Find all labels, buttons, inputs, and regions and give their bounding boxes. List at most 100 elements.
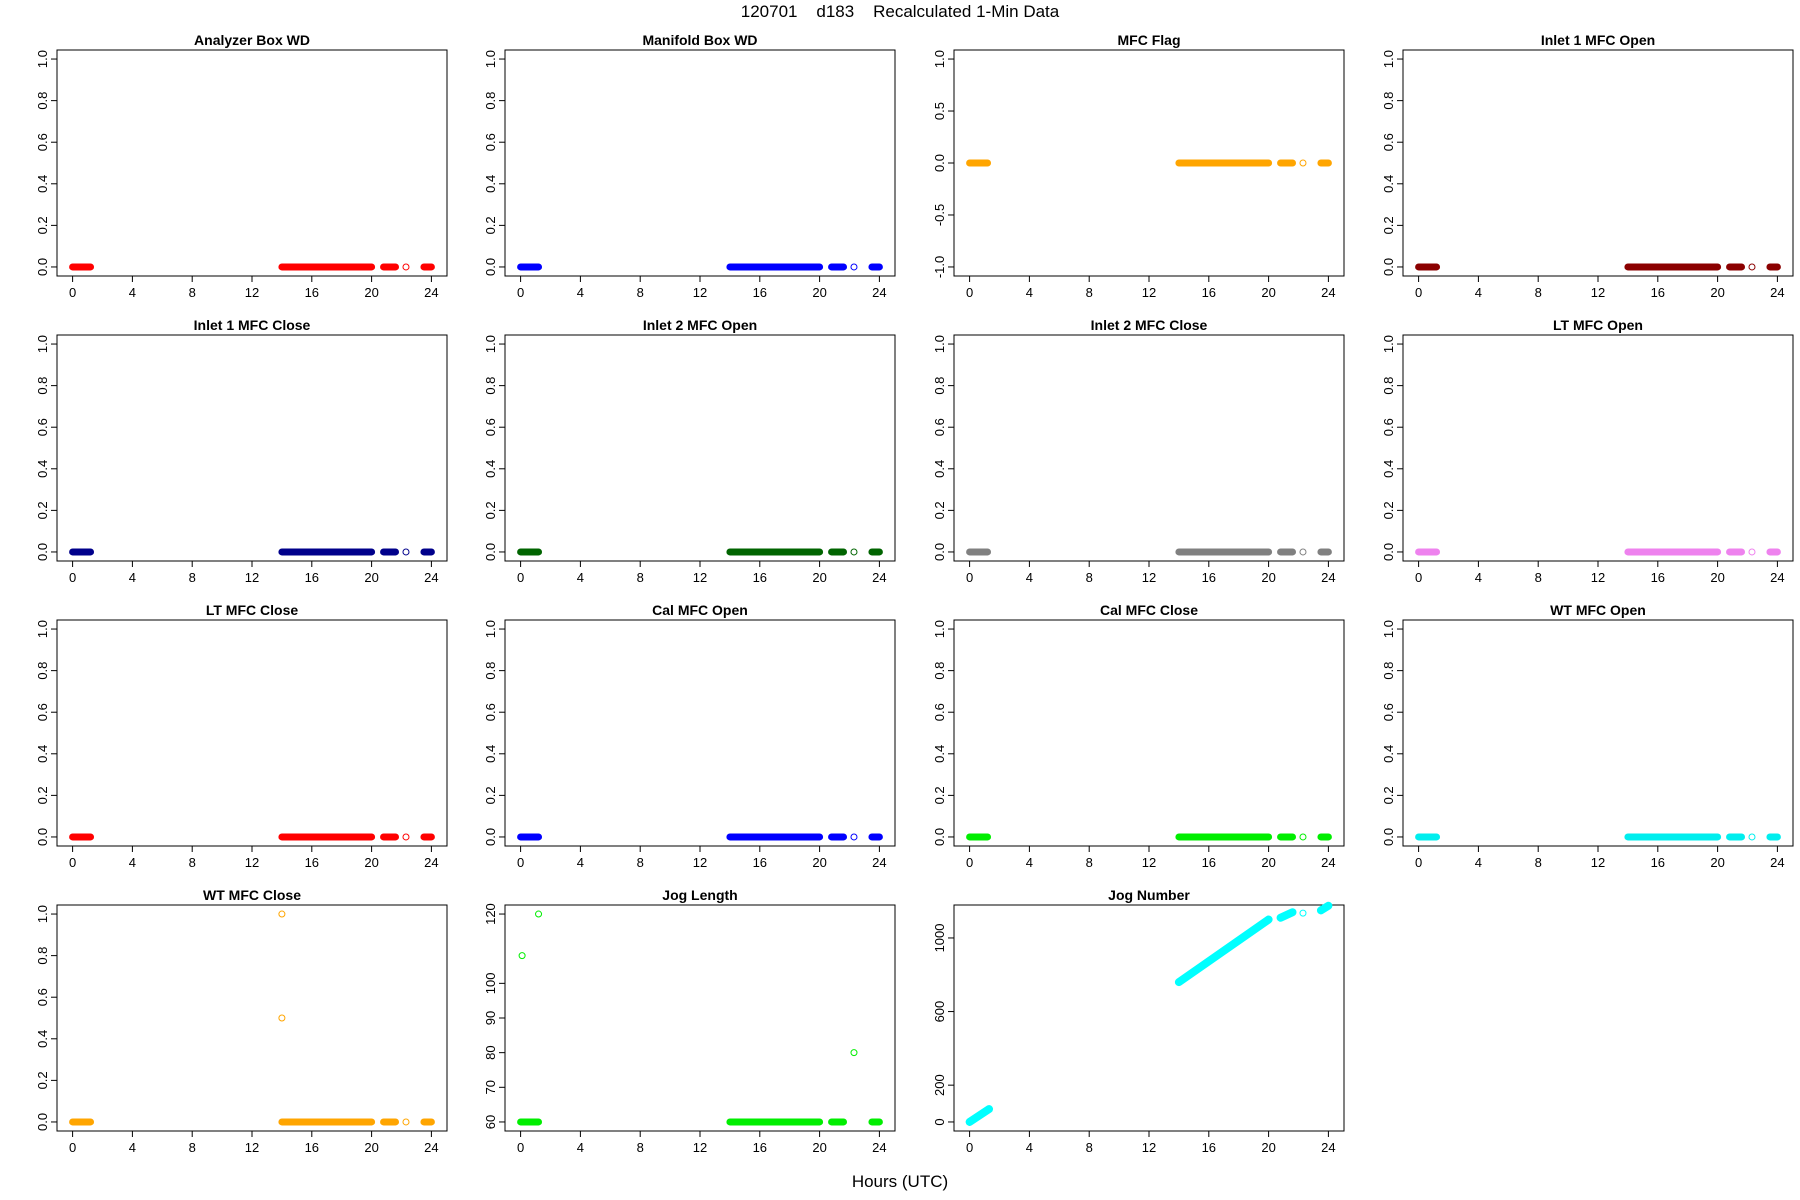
data-point — [1299, 833, 1307, 841]
y-tick-label: 0.0 — [932, 154, 947, 172]
x-tick-label: 16 — [753, 855, 767, 870]
y-tick-label: 80 — [483, 1045, 498, 1059]
data-point — [278, 1014, 286, 1022]
data-point — [850, 1049, 858, 1057]
x-tick-label: 4 — [577, 285, 584, 300]
panel-title: MFC Flag — [1118, 32, 1181, 48]
data-run — [965, 1105, 994, 1126]
x-tick-label: 8 — [1535, 285, 1542, 300]
plot-frame — [504, 334, 896, 562]
y-tick-label: 0.4 — [483, 175, 498, 193]
panel-title: Analyzer Box WD — [194, 32, 310, 48]
x-tick-label: 16 — [305, 1140, 319, 1155]
x-tick-label: 4 — [1475, 570, 1482, 585]
x-tick-label: 24 — [1321, 855, 1335, 870]
panel-title: Inlet 2 MFC Close — [1091, 317, 1208, 333]
y-tick-label: 1.0 — [35, 620, 50, 638]
y-tick-label: 120 — [483, 903, 498, 925]
x-tick-label: 8 — [189, 570, 196, 585]
y-tick-label: 0.6 — [932, 418, 947, 436]
x-tick-label: 0 — [966, 570, 973, 585]
panel-title: Inlet 1 MFC Close — [194, 317, 311, 333]
y-tick-label: 0.2 — [932, 786, 947, 804]
x-tick-label: 12 — [693, 855, 707, 870]
x-tick-label: 0 — [69, 570, 76, 585]
y-tick-label: 0.6 — [932, 703, 947, 721]
x-tick-label: 0 — [1415, 570, 1422, 585]
y-tick-label: 0.8 — [35, 92, 50, 110]
y-tick-label: 0.6 — [35, 988, 50, 1006]
y-tick-label: 0.2 — [35, 216, 50, 234]
x-tick-label: 12 — [1591, 285, 1605, 300]
panel-15: Jog Number 0 4 8 12 16 20 24 0 200 600 1000 — [932, 887, 1345, 1155]
y-tick-label: 0.6 — [1381, 418, 1396, 436]
x-tick-label: 16 — [753, 285, 767, 300]
panel-12: WT MFC Open 0 4 8 12 16 20 24 0.0 0.2 0.4 0.6 0.8 1.0 — [1381, 602, 1794, 870]
x-tick-label: 8 — [189, 1140, 196, 1155]
panel-13: WT MFC Close 0 4 8 12 16 20 24 0.0 0.2 0.4 0.6 0.8 1.… — [35, 887, 448, 1155]
panel-title: Manifold Box WD — [642, 32, 757, 48]
plot-frame — [953, 619, 1345, 847]
plot-frame — [1402, 619, 1794, 847]
x-tick-label: 24 — [1770, 855, 1784, 870]
x-tick-label: 24 — [1321, 570, 1335, 585]
x-tick-label: 0 — [1415, 855, 1422, 870]
panel-title: Jog Length — [662, 887, 737, 903]
plot-frame — [504, 619, 896, 847]
x-tick-label: 0 — [517, 285, 524, 300]
x-tick-label: 0 — [966, 285, 973, 300]
y-tick-label: 1000 — [932, 923, 947, 952]
y-tick-label: -1.0 — [932, 256, 947, 278]
y-tick-label: 1.0 — [932, 50, 947, 68]
y-tick-label: 0.2 — [35, 786, 50, 804]
y-tick-label: 0.8 — [1381, 377, 1396, 395]
x-tick-label: 16 — [1651, 570, 1665, 585]
x-tick-label: 0 — [966, 1140, 973, 1155]
panel-14: Jog Length 0 4 8 12 16 20 24 60 70 80 90 100 120 — [483, 887, 896, 1155]
plot-frame — [1402, 49, 1794, 277]
plot-frame — [56, 619, 448, 847]
plot-frame — [504, 49, 896, 277]
y-tick-label: 0.6 — [35, 133, 50, 151]
x-tick-label: 4 — [129, 570, 136, 585]
y-tick-label: 0.6 — [1381, 703, 1396, 721]
panel-3: MFC Flag 0 4 8 12 16 20 24 -1.0 -0.5 0.0 0.5 1.0 — [932, 32, 1345, 300]
x-tick-label: 20 — [1261, 570, 1275, 585]
x-tick-label: 8 — [1086, 855, 1093, 870]
x-tick-label: 20 — [1261, 285, 1275, 300]
y-tick-label: 0.5 — [932, 102, 947, 120]
data-point — [1299, 159, 1307, 167]
x-tick-label: 4 — [1026, 285, 1033, 300]
x-tick-label: 20 — [364, 570, 378, 585]
y-tick-label: 0.6 — [483, 418, 498, 436]
x-tick-label: 20 — [364, 855, 378, 870]
data-point — [402, 1118, 410, 1126]
x-tick-label: 4 — [1475, 855, 1482, 870]
panel-9: LT MFC Close 0 4 8 12 16 20 24 0.0 0.2 0.4 0.6 0.8 1.… — [35, 602, 448, 870]
y-tick-label: 1.0 — [1381, 50, 1396, 68]
y-tick-label: 0.2 — [35, 1071, 50, 1089]
data-run — [1316, 901, 1333, 915]
y-tick-label: 1.0 — [483, 620, 498, 638]
x-tick-label: 4 — [129, 1140, 136, 1155]
panel-5: Inlet 1 MFC Close 0 4 8 12 16 20 24 0.0 0.2 0.4 0.6… — [35, 317, 448, 585]
panel-8: LT MFC Open 0 4 8 12 16 20 24 0.0 0.2 0.4 0.6 0.8 1.0 — [1381, 317, 1794, 585]
x-tick-label: 20 — [1710, 285, 1724, 300]
panel-11: Cal MFC Close 0 4 8 12 16 20 24 0.0 0.2 0.4 0.6 0.8 1… — [932, 602, 1345, 870]
x-tick-label: 12 — [245, 570, 259, 585]
data-point — [1299, 909, 1307, 917]
y-tick-label: 1.0 — [483, 335, 498, 353]
x-tick-label: 4 — [129, 285, 136, 300]
panel-title: Cal MFC Open — [652, 602, 748, 618]
x-tick-label: 4 — [1026, 855, 1033, 870]
y-tick-label: 90 — [483, 1011, 498, 1025]
x-tick-label: 16 — [1202, 855, 1216, 870]
x-tick-label: 16 — [305, 285, 319, 300]
y-tick-label: 0.2 — [1381, 501, 1396, 519]
x-tick-label: 8 — [1535, 855, 1542, 870]
x-tick-label: 24 — [1321, 285, 1335, 300]
x-tick-label: 8 — [637, 855, 644, 870]
x-tick-label: 20 — [812, 1140, 826, 1155]
y-tick-label: 0.6 — [483, 133, 498, 151]
y-tick-label: 0.8 — [932, 377, 947, 395]
